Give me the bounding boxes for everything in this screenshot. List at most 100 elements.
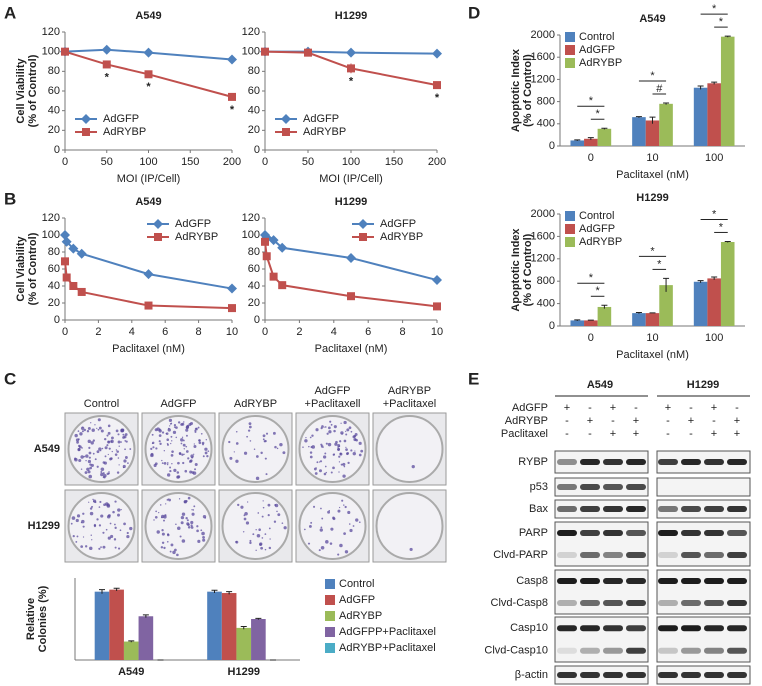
plate xyxy=(375,415,444,483)
condition-sign: - xyxy=(565,415,569,427)
band xyxy=(557,647,577,654)
colony xyxy=(152,446,155,449)
colony xyxy=(165,503,167,505)
band xyxy=(603,578,623,584)
protein-label: β-actin xyxy=(515,669,548,681)
series-line xyxy=(264,50,438,87)
bar xyxy=(707,83,721,146)
colony xyxy=(183,448,186,450)
colony xyxy=(90,441,94,445)
colony xyxy=(150,447,153,450)
colony xyxy=(110,534,114,539)
colony xyxy=(180,521,184,525)
chart-title: A549 xyxy=(135,10,161,22)
condition-sign: - xyxy=(735,402,739,414)
legend-label: AdGFP xyxy=(103,113,139,125)
colony xyxy=(78,444,81,448)
legend-label: AdRYBP+Paclitaxel xyxy=(339,642,436,654)
marker xyxy=(433,302,441,311)
bar xyxy=(632,313,646,326)
marker xyxy=(82,128,90,136)
condition-sign: - xyxy=(588,428,592,440)
band xyxy=(580,506,600,512)
band xyxy=(603,625,623,632)
band xyxy=(658,459,678,465)
legend-swatch xyxy=(565,45,575,55)
colony xyxy=(194,429,196,432)
colony xyxy=(177,526,181,530)
colony xyxy=(120,428,124,433)
colony xyxy=(163,519,165,522)
colony xyxy=(175,523,177,526)
colony xyxy=(100,429,104,433)
colony xyxy=(103,437,107,441)
condition-sign: - xyxy=(666,415,670,427)
band xyxy=(681,459,701,465)
colony xyxy=(96,427,98,430)
bar xyxy=(645,120,660,146)
band xyxy=(603,600,623,606)
blot-frame xyxy=(656,477,751,497)
colony xyxy=(268,546,272,550)
colony xyxy=(122,464,126,469)
colony xyxy=(89,466,92,470)
colony xyxy=(151,442,154,445)
colony xyxy=(325,540,329,544)
colony xyxy=(86,430,90,433)
colony xyxy=(153,463,157,468)
colony xyxy=(153,519,155,521)
colony xyxy=(190,520,194,525)
colony xyxy=(104,455,107,458)
blot-frame xyxy=(554,521,649,567)
colony xyxy=(202,538,206,542)
colony xyxy=(124,456,128,459)
colony xyxy=(264,439,267,443)
colony xyxy=(94,424,96,426)
y-tick-label: 0 xyxy=(254,314,260,326)
colony xyxy=(255,529,257,531)
colony xyxy=(186,519,189,522)
band xyxy=(704,459,724,465)
colony xyxy=(185,499,188,503)
bar xyxy=(720,242,735,326)
colony xyxy=(323,455,327,459)
band xyxy=(681,530,701,536)
band xyxy=(727,625,747,632)
colony xyxy=(161,462,164,465)
colony xyxy=(318,461,321,463)
annotation: * xyxy=(105,71,110,83)
colony xyxy=(101,447,104,450)
blot-frame xyxy=(554,477,649,497)
colony xyxy=(200,529,203,532)
blot-frame xyxy=(554,450,649,474)
colony xyxy=(350,430,353,433)
colony xyxy=(168,418,173,423)
band xyxy=(626,672,646,678)
colony xyxy=(169,469,172,473)
colony xyxy=(158,434,162,437)
colony xyxy=(106,434,109,437)
colony xyxy=(282,451,286,455)
colony xyxy=(106,444,109,447)
band xyxy=(603,459,623,465)
colony xyxy=(202,515,207,519)
colony xyxy=(235,540,239,544)
colony xyxy=(100,472,104,477)
x-tick-label: 150 xyxy=(385,156,403,168)
x-axis-label: MOI (IP/Cell) xyxy=(319,173,383,185)
colony xyxy=(125,440,128,443)
colony xyxy=(163,462,167,465)
marker xyxy=(346,47,356,58)
colony xyxy=(314,472,318,475)
band xyxy=(557,672,577,678)
colony xyxy=(233,451,235,453)
colony xyxy=(87,439,91,444)
y-tick-label: 40 xyxy=(48,280,60,292)
y-tick-label: 400 xyxy=(537,298,555,310)
colony xyxy=(187,457,190,460)
marker xyxy=(282,128,290,136)
colony xyxy=(320,526,323,529)
colony xyxy=(126,534,130,539)
colony xyxy=(98,547,101,550)
band xyxy=(727,647,747,654)
